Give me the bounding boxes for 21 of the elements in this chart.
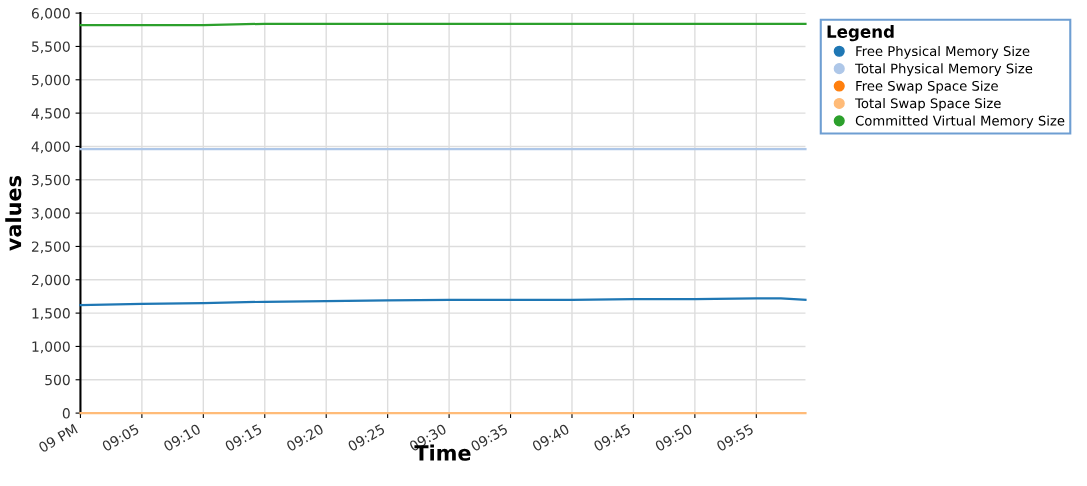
- y-axis-title: values: [5, 176, 22, 251]
- y-tick-label: 5,000: [32, 74, 70, 87]
- y-tick-label: 500: [45, 374, 70, 386]
- y-tick-label: 3,000: [32, 208, 70, 220]
- legend-label: Total Swap Space Size: [855, 98, 1001, 111]
- y-tick-label: 5,500: [32, 41, 70, 54]
- legend-label: Free Physical Memory Size: [856, 45, 1030, 59]
- y-tick-label: 1,500: [32, 308, 70, 320]
- y-tick-label: 4,000: [31, 141, 70, 154]
- legend-label: Total Physical Memory Size: [855, 63, 1033, 77]
- legend-label: Committed Virtual Memory Size: [855, 115, 1065, 129]
- x-tick-label: 09 PM: [37, 423, 78, 453]
- legend-label: Free Swap Space Size: [856, 80, 998, 94]
- y-tick-label: 3,500: [32, 174, 70, 187]
- y-tick-label: 6,000: [31, 8, 70, 21]
- y-tick-label: 1,000: [32, 341, 70, 354]
- y-tick-label: 0: [62, 408, 70, 419]
- y-tick-label: 2,500: [31, 241, 70, 254]
- legend-title: Legend: [827, 25, 894, 42]
- y-tick-label: 2,000: [31, 274, 70, 287]
- y-tick-label: 4,500: [31, 108, 70, 121]
